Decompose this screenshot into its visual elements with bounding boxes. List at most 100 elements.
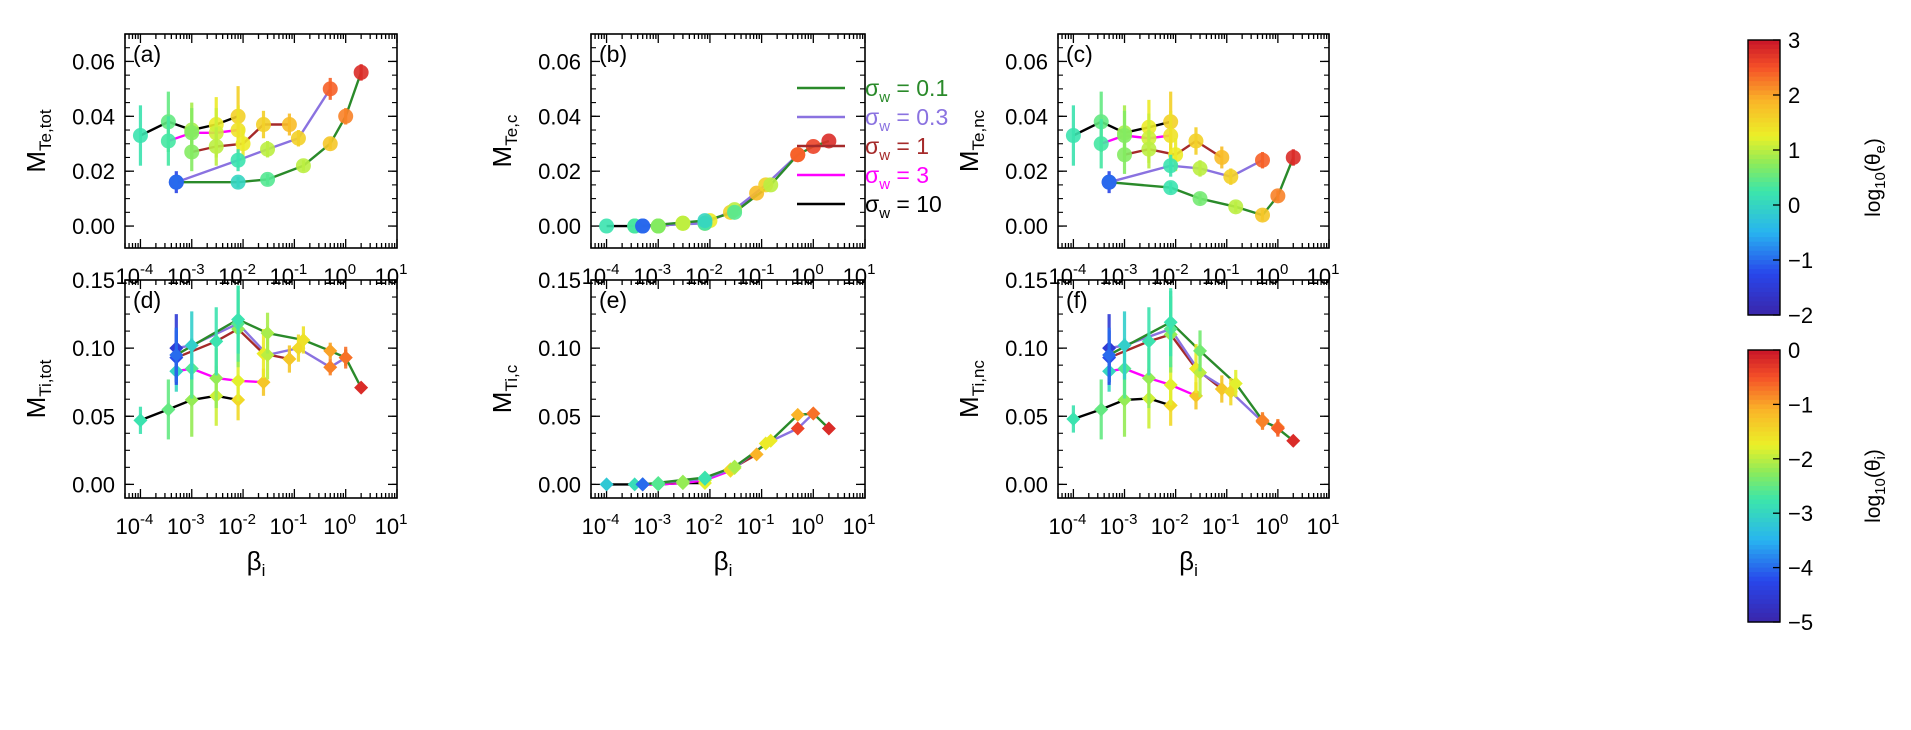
data-point <box>209 371 224 386</box>
x-tick-exp: -3 <box>658 261 671 278</box>
colorbar-segment <box>1748 554 1780 560</box>
legend-sub: w <box>878 89 890 106</box>
colorbar-tick-label: 0 <box>1788 193 1800 218</box>
x-tick-exp: 1 <box>867 511 875 528</box>
colorbar-segment <box>1748 585 1780 591</box>
y-tick-label: 0.10 <box>72 336 115 361</box>
x-tick-label: 10-4 <box>1048 261 1086 289</box>
x-tick-label: 10-3 <box>633 261 671 289</box>
x-tick-base: 10 <box>1100 514 1124 539</box>
x-tick-base: 10 <box>633 514 657 539</box>
y-tick-label: 0.00 <box>72 472 115 497</box>
colorbar-segment <box>1748 122 1780 128</box>
colorbar-segment <box>1748 72 1780 78</box>
colorbar-segment <box>1748 372 1780 378</box>
x-tick-base: 10 <box>791 264 815 289</box>
data-point <box>133 413 148 428</box>
data-point <box>260 141 276 157</box>
colorbar-segment <box>1748 395 1780 401</box>
colorbar-segment <box>1748 535 1780 541</box>
colorbar-segment <box>1748 58 1780 64</box>
x-tick-label: 100 <box>1255 261 1288 289</box>
colorbar-segment <box>1748 278 1780 284</box>
colorbar-tick-label: 2 <box>1788 83 1800 108</box>
x-tick-label: 10-3 <box>1100 261 1138 289</box>
panel-label: (e) <box>599 287 627 313</box>
data-point <box>1065 128 1081 144</box>
data-point <box>323 343 338 358</box>
data-point <box>1254 152 1270 168</box>
x-tick-label: 10-1 <box>1202 261 1240 289</box>
y-tick-label: 0.02 <box>538 159 581 184</box>
legend-symbol: σ <box>865 133 879 159</box>
legend-label: σw = 3 <box>865 162 929 193</box>
colorbar-segment <box>1748 377 1780 383</box>
x-tick-exp: 0 <box>815 511 823 528</box>
y-axis-label: MTe,c <box>487 114 521 167</box>
legend-sub: w <box>878 176 890 193</box>
colorbar-frame <box>1747 39 1781 316</box>
data-point <box>1093 136 1109 152</box>
data-point <box>1141 334 1156 349</box>
colorbar-segment <box>1748 608 1780 614</box>
colorbar-segment <box>1748 413 1780 419</box>
colorbar-segment <box>1748 418 1780 424</box>
colorbar-frame <box>1747 349 1781 623</box>
data-point <box>260 171 276 187</box>
x-tick-exp: 1 <box>399 261 407 278</box>
colorbar-segment <box>1748 90 1780 96</box>
x-tick-base: 10 <box>1307 264 1331 289</box>
colorbar-segment <box>1748 499 1780 505</box>
x-tick-exp: -2 <box>710 261 723 278</box>
colorbar-segment <box>1748 558 1780 564</box>
data-point <box>322 136 338 152</box>
x-tick-exp: -4 <box>606 511 619 528</box>
x-tick-label: 10-3 <box>167 261 205 289</box>
colorbar-segment <box>1748 427 1780 433</box>
data-point <box>697 470 712 485</box>
colorbar-segment <box>1748 49 1780 55</box>
x-axis-label-sub: i <box>262 561 266 580</box>
colorbar-segment <box>1748 218 1780 224</box>
data-point <box>1163 377 1178 392</box>
colorbar-segment <box>1748 99 1780 105</box>
x-axis-label-main: β <box>714 546 729 576</box>
colorbar-segment <box>1748 168 1780 174</box>
x-tick-exp: -1 <box>761 511 774 528</box>
data-point <box>168 174 184 190</box>
x-tick-label: 10-1 <box>737 511 775 539</box>
x-tick-exp: 0 <box>348 261 356 278</box>
legend-label: σw = 10 <box>865 191 942 222</box>
colorbar-tick-label: −4 <box>1788 556 1813 581</box>
data-point <box>1163 158 1179 174</box>
y-axis-label-main: M <box>21 397 51 419</box>
y-tick-label: 0.00 <box>538 472 581 497</box>
colorbar-label-close: ) <box>1862 449 1885 456</box>
colorbar-segment <box>1748 186 1780 192</box>
colorbar-segment <box>1748 104 1780 110</box>
colorbar-segment <box>1748 458 1780 464</box>
x-tick-exp: -3 <box>191 511 204 528</box>
panel-label: (b) <box>599 41 627 67</box>
panel-label: (c) <box>1066 41 1093 67</box>
legend-sub: w <box>878 118 890 135</box>
data-point <box>599 218 615 234</box>
colorbar-segment <box>1748 513 1780 519</box>
colorbar-segment <box>1748 241 1780 247</box>
data-point <box>1117 338 1132 353</box>
colorbar-segment <box>1748 617 1780 623</box>
data-point <box>1141 141 1157 157</box>
y-axis-label-main: M <box>21 151 51 173</box>
colorbar-segment <box>1748 563 1780 569</box>
colorbar-segment <box>1748 572 1780 578</box>
x-tick-base: 10 <box>323 514 347 539</box>
legend-value: = 10 <box>890 191 942 217</box>
x-tick-base: 10 <box>1048 514 1072 539</box>
data-point <box>1254 207 1270 223</box>
panel-d: 10-4 10-3 10-2 10-1 100 1010.000.050.100.15MT… <box>21 268 407 580</box>
plot-frame <box>590 279 866 499</box>
colorbar-segment <box>1748 467 1780 473</box>
colorbar-segment <box>1748 227 1780 234</box>
y-tick-label: 0.00 <box>1005 472 1048 497</box>
colorbar-segment <box>1748 195 1780 202</box>
